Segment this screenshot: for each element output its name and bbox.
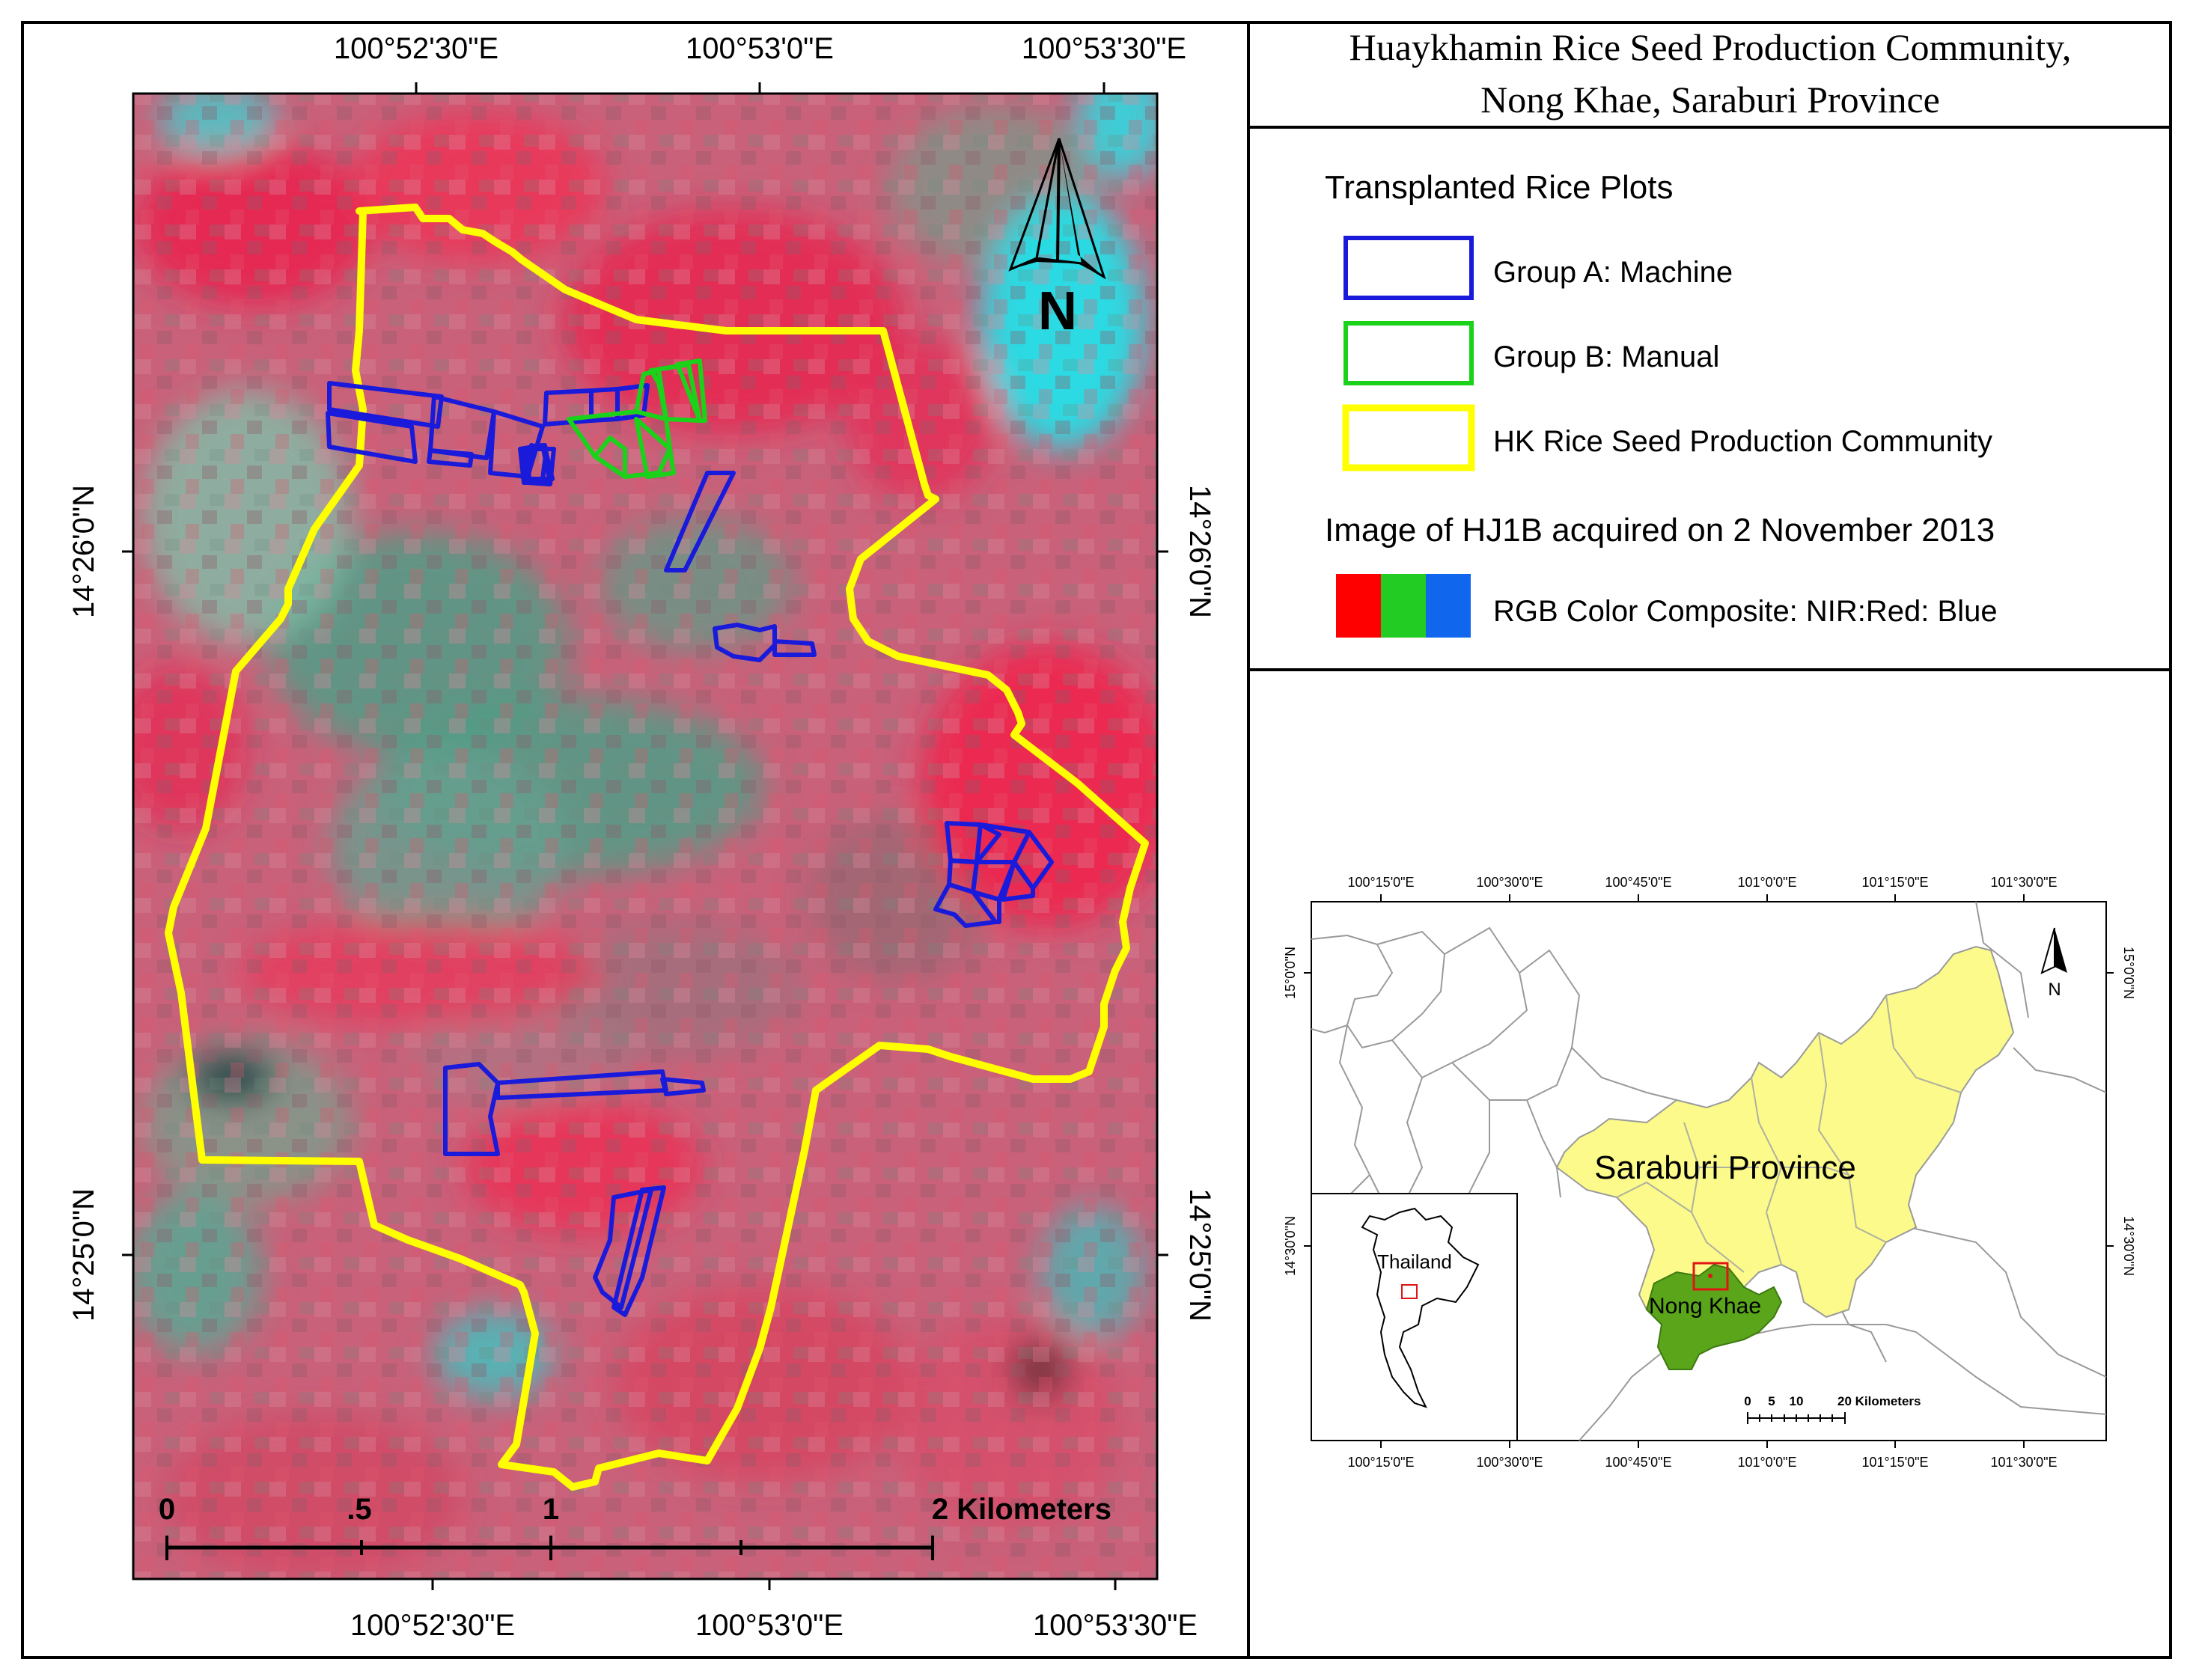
plot-a (326, 411, 418, 464)
district-label: Nong Khae (1649, 1294, 1761, 1319)
group-b-plots (567, 358, 707, 479)
scale-tick-half: .5 (347, 1493, 371, 1526)
plot-a (772, 639, 817, 657)
inset-right-lat-label: 15°0'0"N (2121, 947, 2136, 999)
north-arrow: N (1008, 138, 1106, 341)
inset-left-lat-label: 15°0'0"N (1283, 947, 1298, 999)
inset-top-lon-label: 101°0'0"E (1737, 875, 1796, 890)
inset-bottom-lon-label: 100°45'0"E (1605, 1455, 1671, 1470)
bottom-lon-label: 100°53'0"E (695, 1609, 844, 1642)
inset-top-lon-label: 101°30'0"E (1990, 875, 2057, 890)
inset-left-lat-label: 14°30'0"N (1283, 1216, 1298, 1276)
plot-a (522, 447, 556, 486)
plot-a (428, 394, 496, 460)
inset-top-lon-label: 100°15'0"E (1347, 875, 1414, 890)
inset-north-arrow: N (2040, 927, 2067, 1000)
title-line-1: Huaykhamin Rice Seed Production Communit… (1349, 26, 2072, 68)
north-label: N (1038, 281, 1077, 341)
plot-b (634, 417, 676, 479)
legend-swatch-group-a (1343, 236, 1474, 300)
inset-top-lon-label: 100°30'0"E (1476, 875, 1543, 890)
inset-scale-tick-10: 10 (1790, 1394, 1804, 1408)
legend-swatch-group-b (1343, 321, 1474, 385)
right-lat-label: 14°25'0"N (1183, 1188, 1216, 1322)
admin-boundaries (1311, 901, 2107, 1441)
legend-heading: Transplanted Rice Plots (1325, 169, 1673, 206)
inset-scale-bar: 0 5 10 20 Kilometers (1744, 1394, 1921, 1424)
plot-b (593, 436, 627, 479)
composite-swatch-green (1381, 574, 1426, 638)
legend-label-group-a: Group A: Machine (1493, 256, 1733, 289)
nong-khae-district (1645, 1263, 1783, 1370)
scale-tick-0: 0 (159, 1493, 175, 1526)
satellite-image (133, 94, 1157, 1579)
right-lat-label: 14°26'0"N (1183, 485, 1216, 618)
thailand-outline (1361, 1207, 1480, 1408)
legend-image-heading: Image of HJ1B acquired on 2 November 201… (1325, 512, 1995, 549)
inset-bottom-lon-label: 101°30'0"E (1990, 1455, 2057, 1470)
map-title: Huaykhamin Rice Seed Production Communit… (1349, 26, 2072, 120)
left-lat-label: 14°25'0"N (67, 1188, 100, 1322)
left-lat-label: 14°26'0"N (67, 485, 100, 618)
plot-a (660, 1077, 706, 1096)
title-line-2: Nong Khae, Saraburi Province (1480, 79, 1940, 120)
plot-a (971, 890, 1001, 924)
bottom-lon-label: 100°52'30"E (350, 1609, 515, 1642)
hk-community-boundary (165, 204, 1149, 1491)
plot-a (664, 471, 736, 572)
province-label: Saraburi Province (1594, 1149, 1856, 1186)
inset-scale-tick-20: 20 Kilometers (1837, 1394, 1921, 1408)
inset-map: Saraburi Province Nong Khae Thailand N (1283, 875, 2136, 1470)
main-scale-bar: 0 .5 1 2 Kilometers (159, 1493, 1111, 1560)
inset-scale-tick-0: 0 (1744, 1394, 1751, 1408)
legend: Transplanted Rice Plots Group A: Machine… (1325, 169, 1998, 638)
plot-a (427, 448, 474, 468)
scale-tick-1: 1 (543, 1493, 559, 1526)
scale-tick-2: 2 Kilometers (932, 1493, 1111, 1526)
main-map-frame (132, 92, 1159, 1580)
plot-a (1001, 860, 1035, 902)
study-area-locator (1692, 1262, 1729, 1291)
group-a-plots (326, 381, 1054, 1317)
inset-right-lat-label: 14°30'0"N (2121, 1216, 2136, 1276)
composite-swatch-blue (1426, 574, 1471, 638)
inset-bottom-lon-label: 101°0'0"E (1737, 1455, 1796, 1470)
main-map-ticks (122, 82, 1168, 1590)
plot-b (675, 358, 707, 423)
saraburi-province (1555, 945, 2015, 1348)
inset-top-lon-label: 100°45'0"E (1605, 875, 1671, 890)
legend-label-group-b: Group B: Manual (1493, 340, 1719, 373)
inset-bottom-lon-label: 100°15'0"E (1347, 1455, 1414, 1470)
inset-scale-tick-5: 5 (1768, 1394, 1775, 1408)
inset-north-label: N (2048, 980, 2061, 1000)
outer-frame (21, 21, 2172, 1659)
legend-composite-label: RGB Color Composite: NIR:Red: Blue (1493, 595, 1998, 628)
country-label: Thailand (1377, 1250, 1452, 1273)
plot-a (611, 1185, 666, 1317)
plot-a (327, 381, 444, 429)
top-lon-label: 100°53'0"E (686, 32, 834, 65)
inset-top-lon-label: 101°15'0"E (1861, 875, 1928, 890)
plot-a (945, 821, 1001, 864)
top-lon-label: 100°53'30"E (1022, 32, 1186, 65)
composite-swatch-red (1336, 574, 1381, 638)
inset-bottom-lon-label: 101°15'0"E (1861, 1455, 1928, 1470)
bottom-lon-label: 100°53'30"E (1033, 1609, 1198, 1642)
main-map-labels: 100°52'30"E 100°53'0"E 100°53'30"E 100°5… (67, 32, 1216, 1642)
thailand-locator (1401, 1284, 1418, 1299)
plot-a (593, 1188, 653, 1310)
inset-bottom-lon-label: 100°30'0"E (1476, 1455, 1543, 1470)
plot-a (443, 1062, 500, 1156)
legend-swatch-community (1342, 404, 1475, 471)
top-lon-label: 100°52'30"E (334, 32, 498, 65)
legend-label-community: HK Rice Seed Production Community (1493, 425, 1992, 458)
